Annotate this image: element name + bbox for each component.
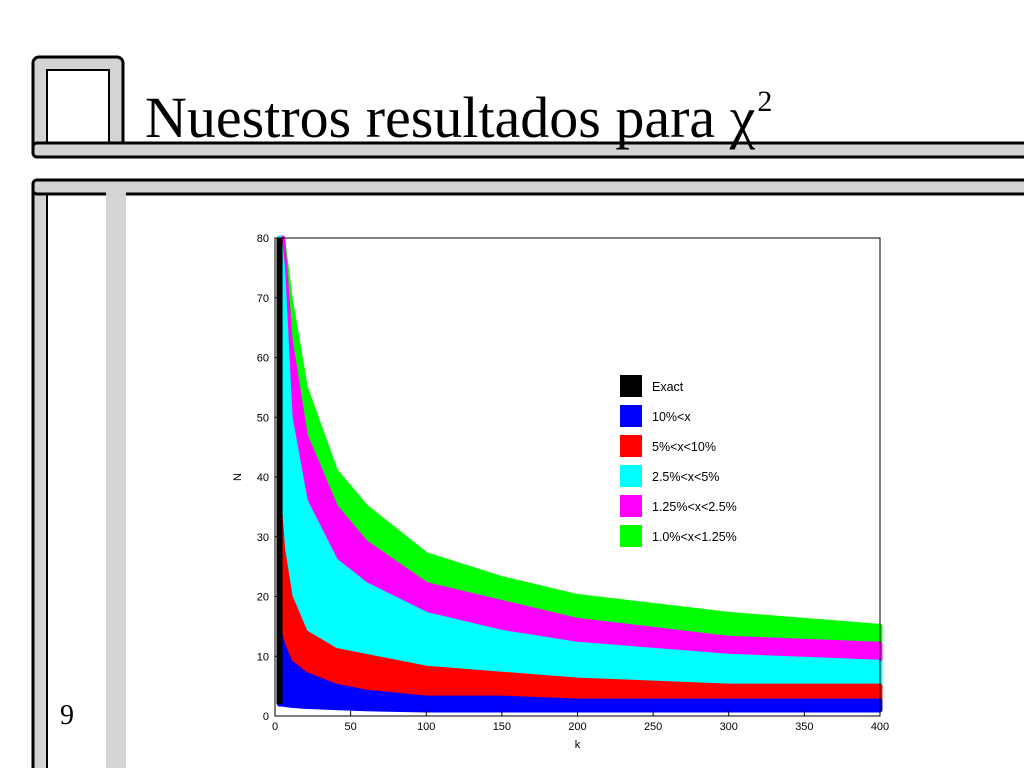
legend-label: 5%<x<10%: [652, 440, 716, 454]
y-tick-label: 0: [263, 711, 269, 723]
legend-swatch: [620, 375, 642, 397]
content-rule: [31, 178, 1024, 196]
x-tick-label: 200: [568, 721, 586, 733]
axes: 0 50 100 150 200 250 300 350 400 0 10 20 30 40 50 60 70 8…: [232, 233, 889, 751]
legend-label: 1.0%<x<1.25%: [652, 530, 737, 544]
x-tick-label: 300: [720, 721, 738, 733]
y-tick-label: 50: [257, 412, 269, 424]
legend-swatch: [620, 495, 642, 517]
y-tick-label: 80: [257, 233, 269, 245]
y-axis-label: N: [232, 473, 244, 481]
chi2-chart: 0 50 100 150 200 250 300 350 400 0 10 20 30 40 50 60 70 8…: [232, 233, 889, 751]
x-axis-label: k: [575, 739, 581, 751]
legend-swatch: [620, 525, 642, 547]
legend-label: 10%<x: [652, 410, 691, 424]
x-tick-label: 400: [871, 721, 889, 733]
exact-region: [276, 238, 283, 705]
title-rule: [31, 141, 1024, 159]
y-tick-label: 30: [257, 532, 269, 544]
x-tick-label: 100: [417, 721, 435, 733]
x-tick-label: 350: [795, 721, 813, 733]
slide-title: Nuestros resultados para χ2: [145, 70, 772, 150]
legend-swatch: [620, 405, 642, 427]
x-tick-label: 250: [644, 721, 662, 733]
legend-swatch: [620, 435, 642, 457]
left-bar-cover: [106, 188, 126, 768]
legend-label: Exact: [652, 380, 684, 394]
x-tick-label: 150: [493, 721, 511, 733]
y-tick-label: 20: [257, 592, 269, 604]
frame-corner-inner: [46, 69, 110, 145]
legend-swatch: [620, 465, 642, 487]
y-tick-label: 10: [257, 651, 269, 663]
y-tick-label: 60: [257, 353, 269, 365]
x-tick-label: 50: [345, 721, 357, 733]
left-bar-inner: [46, 193, 110, 768]
y-tick-label: 40: [257, 472, 269, 484]
y-tick-label: 70: [257, 293, 269, 305]
title-superscript: 2: [757, 85, 773, 118]
legend-label: 1.25%<x<2.5%: [652, 500, 737, 514]
legend-label: 2.5%<x<5%: [652, 470, 719, 484]
x-tick-label: 0: [272, 721, 278, 733]
title-text: Nuestros resultados para χ: [145, 85, 756, 150]
page-number: 9: [60, 700, 74, 731]
plot-area: [276, 235, 883, 713]
legend: Exact 10%<x 5%<x<10% 2.5%<x<5% 1.25%<x<2.5% 1…: [620, 375, 737, 547]
